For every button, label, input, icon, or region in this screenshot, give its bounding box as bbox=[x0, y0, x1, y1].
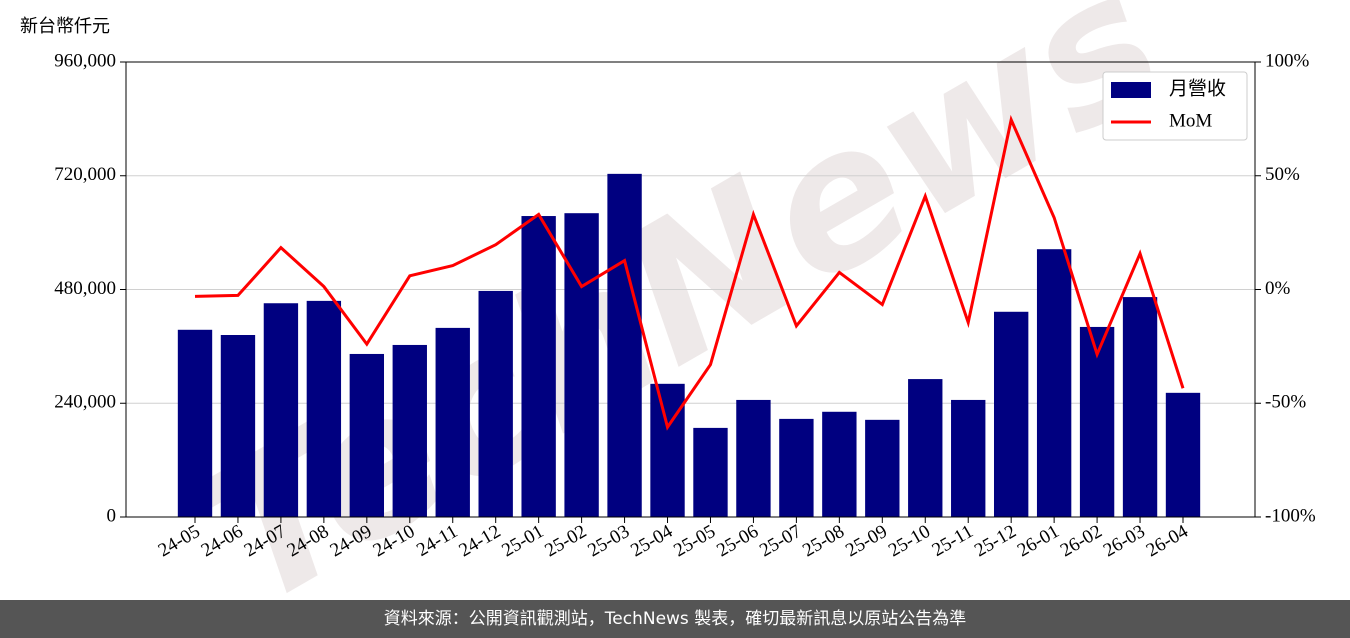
x-tick-label: 26-03 bbox=[1100, 521, 1149, 561]
x-tick-label: 25-05 bbox=[670, 521, 719, 561]
x-tick-label: 25-07 bbox=[756, 521, 805, 561]
y-tick-label: 960,000 bbox=[54, 50, 116, 71]
bar bbox=[1165, 392, 1201, 517]
bar bbox=[435, 327, 470, 517]
bar bbox=[478, 290, 513, 517]
x-tick-label: 26-02 bbox=[1057, 521, 1106, 561]
x-tick-label: 24-05 bbox=[155, 521, 204, 561]
x-tick-label: 25-09 bbox=[842, 521, 891, 561]
y2-tick-label: 100% bbox=[1265, 50, 1310, 71]
y-axis-label: 新台幣仟元 bbox=[20, 16, 110, 37]
y2-tick-label: 50% bbox=[1265, 164, 1300, 185]
plot-frame bbox=[125, 61, 1256, 518]
x-tick-label: 26-01 bbox=[1014, 521, 1063, 561]
bar bbox=[993, 311, 1029, 517]
x-tick-label: 25-03 bbox=[584, 521, 633, 561]
bar bbox=[1122, 297, 1158, 517]
x-tick-label: 26-04 bbox=[1143, 521, 1192, 562]
bar bbox=[650, 383, 685, 517]
bar bbox=[1079, 326, 1115, 517]
bar bbox=[693, 427, 728, 517]
bar bbox=[865, 419, 900, 517]
line bbox=[194, 114, 1185, 431]
x-tick-label: 25-04 bbox=[627, 521, 676, 562]
bar bbox=[908, 379, 943, 517]
y2-tick-label: -50% bbox=[1265, 392, 1306, 413]
x-tick-label: 25-08 bbox=[799, 521, 848, 561]
bar bbox=[263, 303, 299, 517]
bar bbox=[822, 411, 857, 517]
legend-label: MoM bbox=[1169, 110, 1212, 131]
footer: 資料來源：公開資訊觀測站，TechNews 製表，確切最新訊息以原站公告為準 bbox=[0, 600, 1350, 638]
bar bbox=[736, 399, 771, 517]
x-tick-label: 25-06 bbox=[713, 521, 762, 561]
y2-tick-label: 0% bbox=[1265, 278, 1291, 299]
y-tick-label: 240,000 bbox=[54, 392, 116, 413]
chart: 新台幣仟元 TechNews0240,000480,000720,000960,… bbox=[20, 0, 1316, 600]
bar bbox=[349, 353, 385, 517]
x-tick-label: 25-12 bbox=[971, 521, 1020, 561]
bar bbox=[392, 344, 427, 517]
bar bbox=[1036, 249, 1072, 517]
x-tick-label: 25-11 bbox=[929, 521, 977, 561]
legend-swatch bbox=[1111, 82, 1151, 98]
x-tick-label: 25-02 bbox=[541, 521, 590, 561]
x-tick-label: 25-10 bbox=[885, 521, 934, 561]
bar bbox=[177, 329, 213, 517]
bar bbox=[220, 335, 256, 517]
bar bbox=[521, 216, 556, 518]
bar bbox=[779, 418, 814, 517]
bar bbox=[951, 399, 986, 517]
bar bbox=[306, 300, 342, 517]
bar bbox=[564, 213, 599, 518]
bar bbox=[607, 173, 642, 517]
y-tick-label: 0 bbox=[107, 505, 117, 526]
y-tick-label: 480,000 bbox=[54, 278, 116, 299]
x-tick-label: 25-01 bbox=[498, 521, 547, 561]
y-tick-label: 720,000 bbox=[54, 164, 116, 185]
y2-tick-label: -100% bbox=[1265, 505, 1316, 526]
legend-label: 月營收 bbox=[1169, 77, 1226, 99]
